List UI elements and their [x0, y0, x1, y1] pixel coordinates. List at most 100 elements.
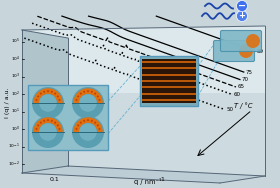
Text: $10^{4}$: $10^{4}$ [11, 55, 20, 64]
Circle shape [39, 94, 57, 112]
Bar [142, 101, 196, 103]
Circle shape [59, 99, 60, 101]
Circle shape [32, 87, 64, 119]
Circle shape [87, 90, 89, 92]
FancyBboxPatch shape [221, 30, 262, 52]
Bar [142, 97, 196, 99]
Bar [142, 72, 196, 74]
Polygon shape [22, 26, 265, 176]
Wedge shape [33, 88, 63, 103]
Bar [142, 74, 196, 76]
Text: $10^{1}$: $10^{1}$ [11, 107, 20, 116]
Polygon shape [22, 26, 265, 93]
Text: 50: 50 [226, 107, 233, 112]
Bar [142, 99, 196, 101]
Circle shape [80, 93, 82, 95]
Bar [142, 90, 196, 93]
Text: I (q) / a.u.: I (q) / a.u. [4, 88, 10, 118]
Polygon shape [22, 166, 265, 183]
Bar [142, 78, 196, 80]
Bar [142, 82, 196, 84]
Circle shape [91, 91, 93, 93]
Circle shape [36, 99, 38, 101]
Circle shape [77, 124, 79, 126]
Circle shape [72, 87, 104, 119]
FancyBboxPatch shape [28, 85, 108, 150]
Circle shape [43, 120, 45, 122]
Text: $10^{0}$: $10^{0}$ [11, 125, 20, 134]
Wedge shape [73, 88, 103, 103]
Polygon shape [22, 30, 68, 173]
Circle shape [37, 124, 39, 126]
Circle shape [76, 128, 78, 130]
Circle shape [239, 44, 253, 58]
Circle shape [94, 93, 96, 95]
Circle shape [99, 128, 101, 130]
Circle shape [97, 96, 99, 97]
Text: $10^{2}$: $10^{2}$ [11, 90, 20, 99]
Circle shape [79, 123, 97, 141]
Text: T / °C: T / °C [234, 103, 252, 109]
Bar [142, 84, 196, 86]
Circle shape [97, 124, 99, 126]
Bar [142, 63, 196, 65]
Circle shape [72, 116, 104, 148]
Text: q / nm⁻¹: q / nm⁻¹ [134, 178, 162, 185]
Circle shape [37, 96, 39, 97]
Bar [142, 65, 196, 67]
Text: +: + [239, 11, 246, 20]
Text: $10^{-1}$: $10^{-1}$ [8, 142, 20, 151]
Circle shape [87, 119, 89, 121]
Bar [142, 86, 196, 88]
Text: 0.1: 0.1 [50, 177, 59, 182]
Text: 89: 89 [257, 49, 264, 54]
Circle shape [40, 122, 42, 124]
Bar [142, 59, 196, 61]
Text: 65: 65 [238, 84, 245, 89]
Circle shape [57, 96, 59, 97]
Circle shape [51, 91, 53, 93]
Bar [142, 88, 196, 90]
Circle shape [40, 93, 42, 95]
Circle shape [51, 120, 53, 122]
Text: 60: 60 [234, 92, 241, 97]
Text: $10^{-2}$: $10^{-2}$ [8, 160, 20, 169]
Circle shape [246, 34, 260, 48]
Circle shape [83, 120, 85, 122]
Circle shape [91, 120, 93, 122]
Circle shape [59, 128, 60, 130]
Circle shape [79, 94, 97, 112]
Text: $10^{3}$: $10^{3}$ [11, 72, 20, 81]
Text: $10^{5}$: $10^{5}$ [11, 37, 20, 46]
Text: 70: 70 [242, 77, 249, 82]
Circle shape [237, 11, 248, 21]
Circle shape [57, 124, 59, 126]
Circle shape [77, 96, 79, 97]
Text: −: − [238, 1, 246, 11]
Circle shape [43, 91, 45, 93]
Circle shape [99, 99, 101, 101]
FancyBboxPatch shape [213, 40, 255, 61]
Circle shape [237, 1, 248, 11]
Circle shape [54, 93, 56, 95]
Circle shape [36, 128, 38, 130]
Circle shape [94, 122, 96, 124]
Text: 75: 75 [246, 70, 253, 75]
Circle shape [54, 122, 56, 124]
Circle shape [80, 122, 82, 124]
Wedge shape [73, 117, 103, 132]
Wedge shape [33, 117, 63, 132]
Bar [142, 61, 196, 63]
Bar [142, 95, 196, 97]
Text: 1: 1 [161, 177, 164, 182]
Circle shape [32, 116, 64, 148]
Circle shape [39, 123, 57, 141]
Circle shape [83, 91, 85, 93]
Bar [142, 80, 196, 82]
Circle shape [76, 99, 78, 101]
Circle shape [47, 119, 49, 121]
Circle shape [47, 90, 49, 92]
Bar [142, 93, 196, 95]
FancyBboxPatch shape [140, 56, 198, 106]
Bar [142, 69, 196, 72]
